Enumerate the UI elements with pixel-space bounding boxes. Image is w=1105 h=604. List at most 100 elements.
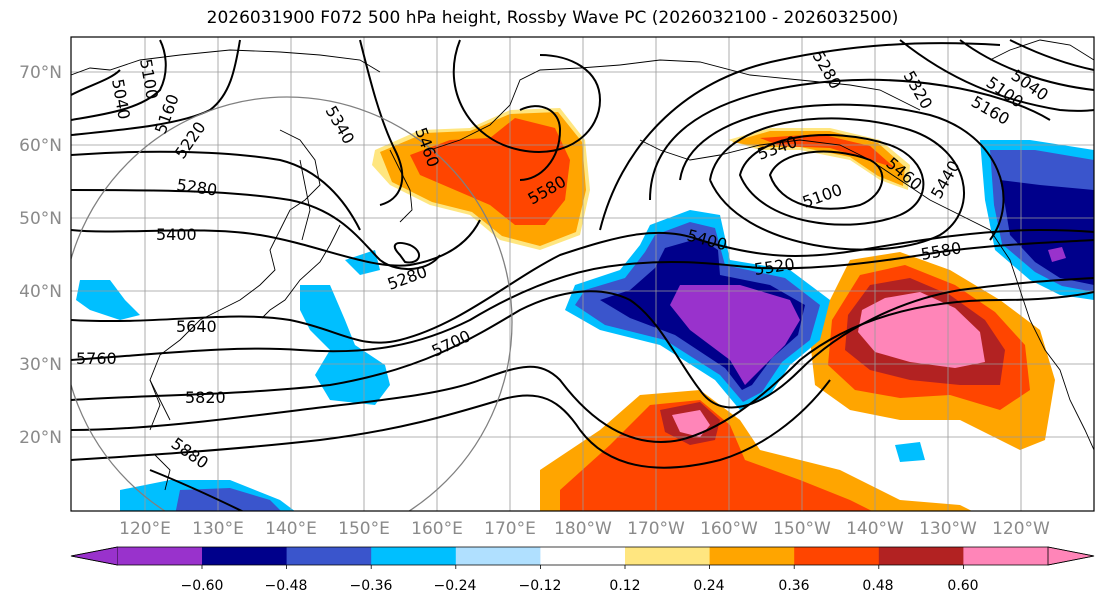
contour-label: 5640 [176,317,217,336]
negative-anomaly-na-coast [980,140,1094,300]
contour-5460-ring [649,78,1051,201]
colorbar-segment [878,547,964,565]
colorbar-extend-min [70,546,118,566]
lat-tick-label: 30°N [19,355,62,375]
contour-5400 [71,219,481,267]
colorbar-tick-label: 0.48 [862,578,893,594]
colorbar-tick-label: −0.12 [519,578,562,594]
colorbar [70,546,1095,569]
siberia-coast [71,49,381,76]
colorbar-segment [709,547,795,565]
lon-tick-label: 140°E [265,519,317,539]
west-coast-na [1019,289,1094,451]
colorbar-extend-max [1047,546,1095,566]
contour-label: 5320 [900,68,937,113]
colorbar-segment [117,547,202,565]
colorbar-tick-label: 0.24 [693,578,724,594]
contour-5040-5100-nw [71,39,167,121]
contour-5100-low [768,150,884,210]
contour-5340-ring [709,117,965,251]
lon-tick-label: 130°W [919,519,977,539]
lat-tick-labels: 70°N 60°N 50°N 40°N 30°N 20°N [19,63,62,448]
negative-anomaly-central-pacific [565,210,830,410]
gulf-of-alaska-coast [639,139,1021,291]
great-circle-ring [71,96,513,511]
colorbar-segment [286,547,372,565]
lat-tick-label: 60°N [19,136,62,156]
contour-5160-ne [899,39,1094,112]
contour-label: 5400 [156,225,197,244]
contour-5460 [452,39,602,153]
lon-tick-label: 170°E [484,519,536,539]
coastlines [71,39,1094,491]
colorbar-tick-label: −0.36 [350,578,393,594]
lon-tick-label: 150°E [338,519,390,539]
lon-tick-label: 180°W [554,519,612,539]
contour-label: 5100 [136,57,162,100]
contour-label: 5280 [809,48,846,93]
contour-label: 5340 [322,103,359,148]
alaska-west-coast [429,64,621,151]
map-title: 2026031900 F072 500 hPa height, Rossby W… [206,8,899,28]
philippines-taiwan [149,379,171,491]
contour-label: 5440 [927,157,964,202]
kamchatka-outline [389,149,413,223]
sakhalin-outline [299,159,311,241]
contour-5220-ring [738,134,925,226]
colorbar-tick-label: 0.60 [947,578,978,594]
lon-tick-label: 170°W [627,519,685,539]
contour-label: 5580 [919,238,962,264]
lon-tick-label: 160°W [700,519,758,539]
contour-5880 [149,469,245,511]
lat-tick-label: 70°N [19,63,62,83]
japan-outline [261,224,341,319]
contour-label: 5880 [168,434,212,473]
colorbar-tick-label: −0.24 [434,578,477,594]
contour-label: 5700 [429,326,474,360]
colorbar-tick-labels: −0.60 −0.48 −0.36 −0.24 −0.12 0.12 0.24 … [181,578,979,594]
contour-5400-ring [679,103,1005,241]
contour-label: 5100 [800,180,845,212]
lon-tick-label: 160°E [411,519,463,539]
contour-5280 [71,189,441,271]
contour-5040-ne [1009,39,1094,71]
contour-5760 [71,291,1094,443]
colorbar-tick-label: −0.60 [181,578,224,594]
positive-anomaly-ne-pacific [810,252,1055,450]
arctic-coast [619,59,921,111]
contour-5700 [71,277,1094,409]
colorbar-outline [70,546,1095,566]
lat-tick-label: 50°N [19,209,62,229]
colorbar-segment [625,547,711,565]
colorbar-segment [963,547,1048,565]
contour-5640 [71,228,1094,344]
lon-tick-label: 120°W [992,519,1050,539]
positive-anomaly-subtropics [540,390,972,511]
colorbar-segment [202,547,288,565]
colorbar-segment [540,547,626,565]
lon-tick-label: 130°E [192,519,244,539]
lat-tick-label: 40°N [19,282,62,302]
contour-5520 [71,239,1094,361]
contour-5580-ridge [599,42,1001,231]
lon-tick-label: 140°W [846,519,904,539]
lat-tick-label: 20°N [19,428,62,448]
contour-label: 5820 [185,388,226,407]
contour-label: 5280 [175,175,218,199]
colorbar-segment [455,547,541,565]
map-frame [70,36,1095,512]
contour-label: 5760 [76,349,117,368]
colorbar-segment [794,547,880,565]
lon-tick-labels: 120°E 130°E 140°E 150°E 160°E 170°E 180°… [119,519,1050,539]
colorbar-tick-label: −0.48 [265,578,308,594]
contour-5340 [359,39,404,206]
height-contours [71,39,1094,511]
contour-5580-trough [519,105,562,181]
contour-low-center [393,242,420,264]
contour-5820 [71,379,831,469]
contour-5220 [71,150,361,231]
colorbar-segment [371,547,457,565]
contour-5100-ne [959,39,1094,91]
asia-coast [149,129,321,431]
